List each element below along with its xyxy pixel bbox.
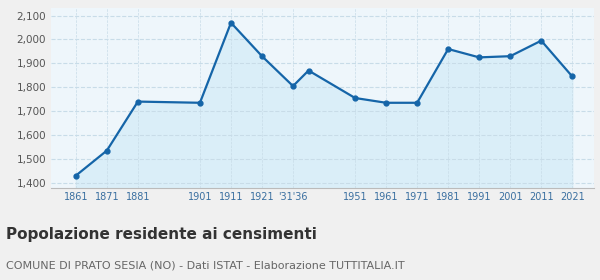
Text: COMUNE DI PRATO SESIA (NO) - Dati ISTAT - Elaborazione TUTTITALIA.IT: COMUNE DI PRATO SESIA (NO) - Dati ISTAT …: [6, 261, 404, 271]
Text: Popolazione residente ai censimenti: Popolazione residente ai censimenti: [6, 227, 317, 242]
